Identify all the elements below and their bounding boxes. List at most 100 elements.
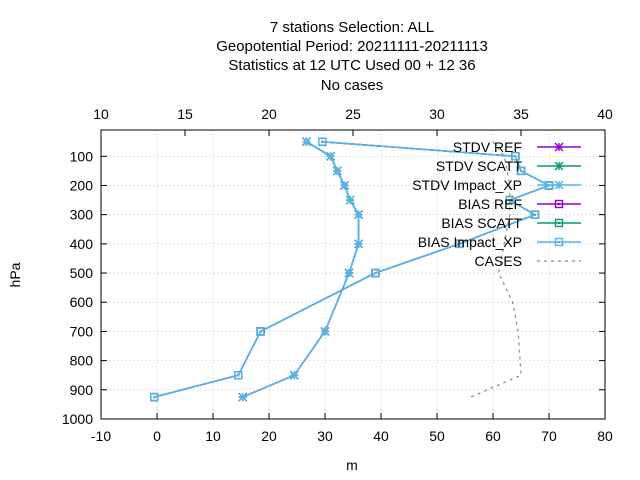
legend-entry: BIAS SCATT (441, 215, 581, 231)
data-point (354, 210, 364, 220)
title-line-1: 7 stations Selection: ALL (270, 19, 434, 36)
title-line-4: No cases (321, 77, 384, 94)
x2-tick-label: 10 (93, 106, 109, 122)
data-point (371, 268, 380, 278)
marker-stroke (320, 326, 330, 336)
marker-box (554, 199, 564, 209)
y-tick-label: 800 (70, 353, 94, 369)
x-tick-label: 60 (485, 428, 501, 444)
marker-stroke (354, 239, 364, 249)
marker-dot (520, 169, 522, 172)
data-point (320, 326, 330, 336)
y-tick-label: 200 (70, 177, 94, 193)
data-point (332, 166, 342, 176)
marker-dot (153, 396, 156, 399)
data-point (354, 239, 364, 249)
y-tick-label: 300 (70, 207, 94, 223)
data-point (149, 392, 159, 402)
series-stdv-scatt (238, 137, 364, 402)
marker-stroke (354, 210, 364, 220)
data-point (554, 199, 564, 209)
y-tick-label: 400 (70, 236, 94, 252)
data-point (516, 166, 526, 176)
legend-entry: STDV Impact_XP (412, 177, 581, 193)
marker-box (149, 392, 159, 402)
marker-box (505, 195, 514, 205)
legend-entry: STDV SCATT (436, 158, 581, 174)
data-point (554, 218, 564, 228)
marker-stroke (302, 137, 312, 147)
legend-label: CASES (475, 253, 522, 269)
data-point (554, 142, 564, 152)
series-bias-impact-xp (149, 137, 554, 402)
x-tick-label: 10 (205, 428, 221, 444)
data-point (455, 239, 464, 249)
series-stdv-impact-xp (238, 137, 364, 402)
data-point (326, 151, 336, 161)
y-tick-label: 600 (70, 294, 94, 310)
marker-box (371, 268, 380, 278)
x-tick-label: 70 (541, 428, 557, 444)
marker-dot (259, 330, 262, 333)
y-tick-label: 100 (70, 148, 94, 164)
marker-box (554, 218, 564, 228)
legend-entry: STDV REF (453, 139, 581, 155)
legend-entry: BIAS REF (458, 196, 581, 212)
chart-title: 7 stations Selection: ALL Geopotential P… (216, 19, 488, 94)
x-tick-label: 20 (261, 428, 277, 444)
data-point (302, 137, 312, 147)
y-axis-title: hPa (7, 262, 23, 287)
marker-stroke (238, 392, 248, 402)
data-point (511, 152, 520, 161)
data-point (233, 371, 243, 380)
x-tick-label: 40 (373, 428, 389, 444)
x2-tick-label: 40 (597, 106, 613, 122)
series-stdv-ref (238, 137, 364, 402)
marker-box (455, 239, 464, 249)
marker-dot (558, 222, 560, 224)
legend-label: STDV REF (453, 139, 522, 155)
legend-label: STDV SCATT (436, 158, 523, 174)
legend-entry: CASES (475, 253, 581, 269)
marker-box (233, 371, 243, 380)
marker-dot (514, 155, 517, 158)
plot-frame (100, 129, 606, 420)
x-tick-label: 80 (597, 428, 613, 444)
data-point (505, 195, 514, 205)
series-line (470, 141, 522, 398)
marker-stroke (554, 180, 564, 190)
data-point (554, 180, 564, 190)
legend-label: BIAS REF (458, 196, 522, 212)
marker-box (516, 166, 526, 176)
legend-label: BIAS SCATT (441, 215, 522, 231)
marker-dot (508, 199, 511, 202)
x2-tick-label: 30 (429, 106, 445, 122)
x-tick-label: 30 (317, 428, 333, 444)
axis-ticks: -10 0 10 20 30 40 50 60 70 80 10 15 20 25 30 35 40 100 200… (62, 106, 613, 444)
grid (101, 130, 605, 419)
data-point (238, 392, 248, 402)
title-line-2: Geopotential Period: 20211111-20211113 (216, 38, 488, 55)
data-point (318, 137, 327, 146)
marker-box (256, 327, 265, 336)
x2-tick-label: 20 (261, 106, 277, 122)
marker-dot (374, 272, 377, 275)
marker-box (511, 152, 520, 161)
marker-dot (534, 213, 536, 216)
legend-label: BIAS Impact_XP (418, 234, 522, 250)
x-tick-label: -10 (91, 428, 111, 444)
data-point (256, 327, 265, 336)
y-tick-label: 1000 (62, 411, 93, 427)
series-line (242, 141, 360, 398)
x-axis-title: m (346, 457, 358, 473)
legend: STDV REF STDV SCATT STDV Impact_XP BIAS REF… (412, 139, 581, 269)
x2-tick-label: 35 (513, 106, 529, 122)
x-tick-label: 0 (153, 428, 161, 444)
y-tick-label: 700 (70, 323, 94, 339)
data-point (340, 180, 350, 190)
data-point (289, 370, 299, 380)
y-tick-label: 500 (70, 265, 94, 281)
marker-dot (458, 242, 461, 245)
marker-stroke (344, 268, 354, 278)
marker-dot (237, 374, 240, 377)
